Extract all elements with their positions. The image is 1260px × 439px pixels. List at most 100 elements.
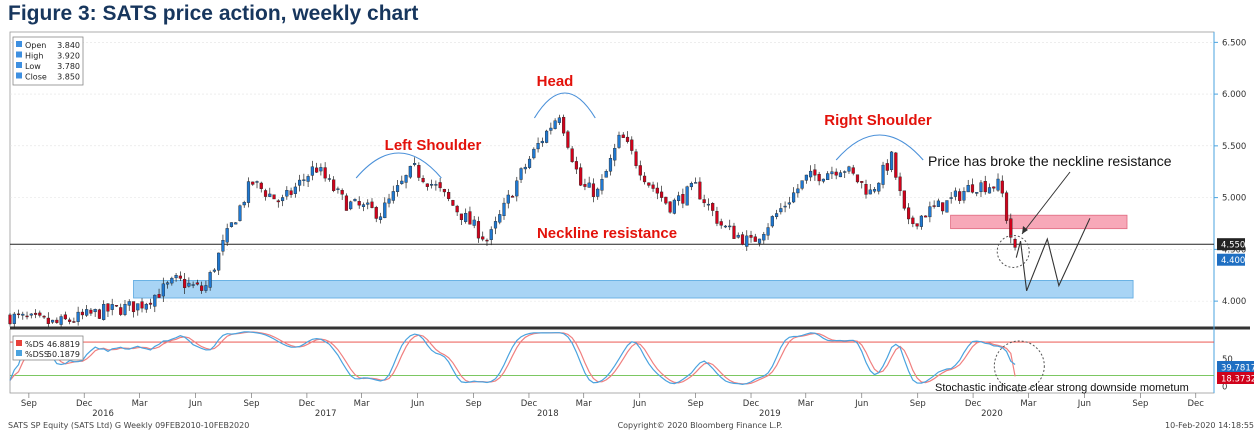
stoch-k-tag-bg [1217, 361, 1254, 373]
candle-up [387, 198, 391, 204]
candle-up [349, 201, 353, 210]
axes: 6.500 6.000 5.500 5.000 4.500 4.000 4.550 4.400… [8, 38, 1256, 430]
candle-down [740, 234, 745, 245]
candle-down [715, 211, 719, 224]
candle-down [698, 181, 702, 200]
month-label: Mar [354, 399, 371, 409]
candle-down [451, 200, 455, 206]
candle-up [310, 166, 314, 176]
candle-up [762, 233, 766, 241]
candle-up [493, 221, 498, 229]
candle-down [276, 200, 280, 203]
candle-down [579, 167, 583, 186]
candle-up [540, 140, 544, 144]
candle-down [468, 211, 472, 225]
candle-up [608, 158, 613, 172]
candle-down [332, 179, 336, 191]
candle-up [557, 117, 561, 123]
stoch-d-tag: 18.3732 [1221, 375, 1256, 385]
price-tick-label: 4.500 [1222, 245, 1246, 255]
candle-up [366, 202, 370, 205]
candle-up [319, 167, 323, 172]
candle-up [93, 309, 97, 313]
candle-up [378, 216, 383, 220]
candle-down [357, 201, 361, 206]
year-label: 2017 [315, 409, 337, 419]
candle-down [817, 173, 821, 182]
candle-up [877, 182, 881, 192]
candle-up [246, 181, 251, 203]
month-label: Jun [188, 399, 202, 409]
candle-down [992, 186, 996, 189]
month-label: Jun [632, 399, 646, 409]
candle-down [591, 183, 596, 197]
candle-down [72, 321, 76, 323]
candle-up [792, 192, 796, 203]
left-shoulder-arc [355, 152, 442, 179]
candle-up [826, 173, 830, 181]
candle-down [119, 307, 123, 315]
month-label: Dec [76, 399, 93, 409]
candle-down [251, 181, 255, 185]
candle-down [25, 315, 29, 318]
candle-up [523, 166, 527, 170]
candle-down [911, 217, 915, 225]
candle-down [417, 164, 421, 178]
candle-up [280, 197, 285, 202]
candle-down [157, 294, 161, 298]
candle-down [1009, 218, 1013, 238]
candle-up [838, 172, 843, 178]
stoch-ds-line [9, 331, 1016, 386]
candle-up [536, 143, 540, 150]
breakout-arrow-line [1021, 171, 1071, 235]
candle-down [200, 285, 204, 291]
candle-up [404, 175, 408, 183]
neckline-label: Neckline resistance [537, 225, 677, 242]
stoch-legend-box [12, 335, 84, 361]
candle-up [975, 192, 979, 194]
candle-down [97, 309, 102, 319]
candle-down [425, 183, 429, 187]
candle-up [221, 240, 225, 252]
candle-down [630, 139, 634, 151]
candle-down [753, 236, 757, 242]
candle-down [485, 239, 489, 242]
candle-up [12, 313, 16, 324]
stochastic-circle [993, 340, 1045, 392]
month-label: Sep [244, 399, 260, 409]
candle-up [472, 219, 476, 226]
year-label: 2019 [759, 409, 781, 419]
candle-down [634, 151, 638, 166]
stoch-d-tag-bg [1217, 372, 1254, 384]
ohlc-label-high: High [25, 52, 43, 61]
stoch-swatch [16, 350, 22, 356]
candle-up [489, 229, 493, 240]
candle-up [144, 303, 148, 310]
candle-up [170, 277, 174, 284]
candle-up [464, 213, 468, 222]
candle-down [711, 203, 715, 211]
candle-up [293, 186, 297, 194]
candle-up [847, 166, 851, 172]
candle-up [506, 194, 510, 204]
footer-left: SATS SP Equity (SATS Ltd) G Weekly 09FEB… [8, 421, 249, 430]
candle-down [481, 236, 485, 240]
candle-up [383, 202, 387, 219]
neckline-price-tag: 4.550 [1221, 241, 1245, 251]
month-label: Mar [576, 399, 593, 409]
candle-up [136, 303, 140, 311]
candle-up [677, 195, 681, 202]
candle-up [391, 191, 395, 201]
candle-down [860, 181, 864, 183]
candle-down [42, 315, 46, 318]
candle-down [68, 319, 72, 322]
candle-up [783, 205, 787, 208]
candle-up [110, 304, 114, 310]
candle-up [949, 197, 953, 199]
candle-up [800, 180, 804, 189]
ohlc-label-close: Close [25, 73, 47, 82]
candle-down [638, 165, 642, 176]
candle-up [21, 313, 25, 316]
ohlc-swatch [16, 62, 22, 68]
